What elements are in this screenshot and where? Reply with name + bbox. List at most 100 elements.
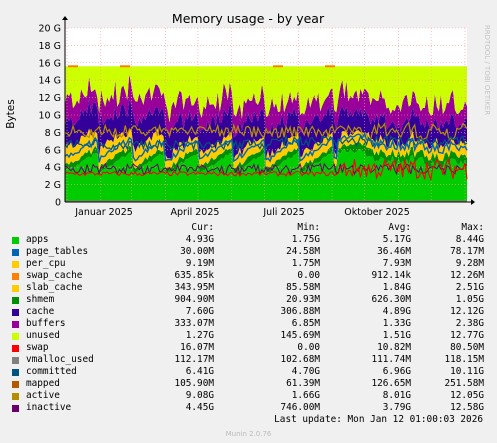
legend-name: committed bbox=[26, 366, 77, 377]
legend-swatch bbox=[12, 368, 19, 376]
legend-row-inactive: inactive 4.45G 746.00M 3.79G 12.58G bbox=[12, 402, 490, 414]
x-axis-arrow bbox=[471, 199, 475, 205]
legend-row-per-cpu: per_cpu 9.19M 1.75M 7.93M 9.28M bbox=[12, 258, 490, 270]
legend-avg: 912.14k bbox=[371, 270, 411, 281]
legend-row-swap-cache: swap_cache 635.85k 0.00 912.14k 12.26M bbox=[12, 270, 490, 282]
legend-avg: 36.46M bbox=[377, 246, 411, 257]
peak-marker bbox=[273, 65, 283, 68]
legend-row-apps: apps 4.93G 1.75G 5.17G 8.44G bbox=[12, 234, 490, 246]
x-tick-label: Oktober 2025 bbox=[344, 207, 410, 218]
legend-name: buffers bbox=[26, 318, 66, 329]
legend-min: 6.85M bbox=[291, 318, 320, 329]
legend-min: 4.70G bbox=[291, 366, 320, 377]
legend-min: 85.58M bbox=[286, 282, 320, 293]
legend-cur: 9.19M bbox=[185, 258, 214, 269]
legend-avg: 4.89G bbox=[382, 306, 411, 317]
legend-max: 12.05G bbox=[450, 390, 484, 401]
legend-row-slab-cache: slab_cache 343.95M 85.58M 1.84G 2.51G bbox=[12, 282, 490, 294]
legend-row-mapped: mapped 105.90M 61.39M 126.65M 251.58M bbox=[12, 378, 490, 390]
legend-max: 12.58G bbox=[450, 402, 484, 413]
legend-row-active: active 9.08G 1.66G 8.01G 12.05G bbox=[12, 390, 490, 402]
peak-marker bbox=[68, 65, 78, 68]
legend-min: 306.88M bbox=[280, 306, 320, 317]
legend-swatch bbox=[12, 320, 19, 328]
last-update: Last update: Mon Jan 12 01:00:03 2026 bbox=[274, 414, 483, 425]
legend-cur: 1.27G bbox=[185, 330, 214, 341]
legend-cur: 4.45G bbox=[185, 402, 214, 413]
legend-cur: 904.90M bbox=[174, 294, 214, 305]
legend-min: 61.39M bbox=[286, 378, 320, 389]
y-tick-label: 2 G bbox=[45, 180, 61, 191]
legend-name: unused bbox=[26, 330, 60, 341]
legend-row-swap: swap 16.07M 0.00 10.82M 80.50M bbox=[12, 342, 490, 354]
legend-name: cache bbox=[26, 306, 55, 317]
legend-avg: 626.30M bbox=[371, 294, 411, 305]
x-tick-label: April 2025 bbox=[171, 207, 220, 218]
chart-title: Memory usage - by year bbox=[172, 11, 325, 26]
legend-swatch bbox=[12, 248, 19, 256]
legend-row-shmem: shmem 904.90M 20.93M 626.30M 1.05G bbox=[12, 294, 490, 306]
legend-max: 78.17M bbox=[450, 246, 484, 257]
x-tick-label: Juli 2025 bbox=[262, 207, 304, 218]
col-cur-header: Cur: bbox=[191, 222, 214, 233]
legend-row-committed: committed 6.41G 4.70G 6.96G 10.11G bbox=[12, 366, 490, 378]
legend-max: 251.58M bbox=[444, 378, 484, 389]
legend-min: 145.69M bbox=[280, 330, 320, 341]
legend-name: page_tables bbox=[26, 246, 89, 257]
legend-avg: 10.82M bbox=[377, 342, 411, 353]
legend-min: 102.68M bbox=[280, 354, 320, 365]
line-page-tables bbox=[64, 132, 468, 163]
area-apps bbox=[65, 149, 467, 202]
legend-name: vmalloc_used bbox=[26, 354, 94, 365]
legend-cur: 4.93G bbox=[185, 234, 214, 245]
area-unused bbox=[65, 66, 467, 123]
legend-swatch bbox=[12, 308, 19, 316]
munin-version: Munin 2.0.76 bbox=[225, 430, 272, 438]
peak-marker bbox=[325, 65, 335, 68]
legend-swatch bbox=[12, 392, 19, 400]
legend-cur: 16.07M bbox=[180, 342, 214, 353]
legend-name: inactive bbox=[26, 402, 72, 413]
legend-row-buffers: buffers 333.07M 6.85M 1.33G 2.38G bbox=[12, 318, 490, 330]
legend-cur: 333.07M bbox=[174, 318, 214, 329]
legend-swatch bbox=[12, 332, 19, 340]
y-tick-label: 14 G bbox=[39, 76, 61, 87]
legend-cur: 7.60G bbox=[185, 306, 214, 317]
legend-avg: 7.93M bbox=[382, 258, 411, 269]
legend-min: 0.00 bbox=[297, 270, 320, 281]
y-tick-label: 6 G bbox=[45, 145, 61, 156]
legend-name: per_cpu bbox=[26, 258, 66, 269]
legend-swatch bbox=[12, 272, 19, 280]
peak-marker bbox=[120, 65, 130, 68]
legend-avg: 1.51G bbox=[382, 330, 411, 341]
y-tick-label: 4 G bbox=[45, 163, 61, 174]
line-active bbox=[64, 121, 468, 142]
y-tick-label: 8 G bbox=[45, 128, 61, 139]
legend-avg: 126.65M bbox=[371, 378, 411, 389]
y-tick-label: 10 G bbox=[39, 111, 61, 122]
legend-swatch bbox=[12, 260, 19, 268]
legend-swatch bbox=[12, 296, 19, 304]
legend-cur: 112.17M bbox=[174, 354, 214, 365]
legend-swatch bbox=[12, 284, 19, 292]
y-tick-label: 16 G bbox=[39, 58, 61, 69]
legend-avg: 6.96G bbox=[382, 366, 411, 377]
legend-name: shmem bbox=[26, 294, 55, 305]
legend-name: active bbox=[26, 390, 60, 401]
legend-avg: 5.17G bbox=[382, 234, 411, 245]
legend-row-cache: cache 7.60G 306.88M 4.89G 12.12G bbox=[12, 306, 490, 318]
legend-min: 20.93M bbox=[286, 294, 320, 305]
legend-max: 12.12G bbox=[450, 306, 484, 317]
legend-avg: 8.01G bbox=[382, 390, 411, 401]
legend-max: 80.50M bbox=[450, 342, 484, 353]
legend-name: slab_cache bbox=[26, 282, 83, 293]
legend-swatch bbox=[12, 344, 19, 352]
legend-max: 12.26M bbox=[450, 270, 484, 281]
legend-swatch bbox=[12, 356, 19, 364]
legend-cur: 343.95M bbox=[174, 282, 214, 293]
legend-cur: 635.85k bbox=[174, 270, 214, 281]
legend-cur: 9.08G bbox=[185, 390, 214, 401]
legend-avg: 3.79G bbox=[382, 402, 411, 413]
legend-avg: 1.84G bbox=[382, 282, 411, 293]
